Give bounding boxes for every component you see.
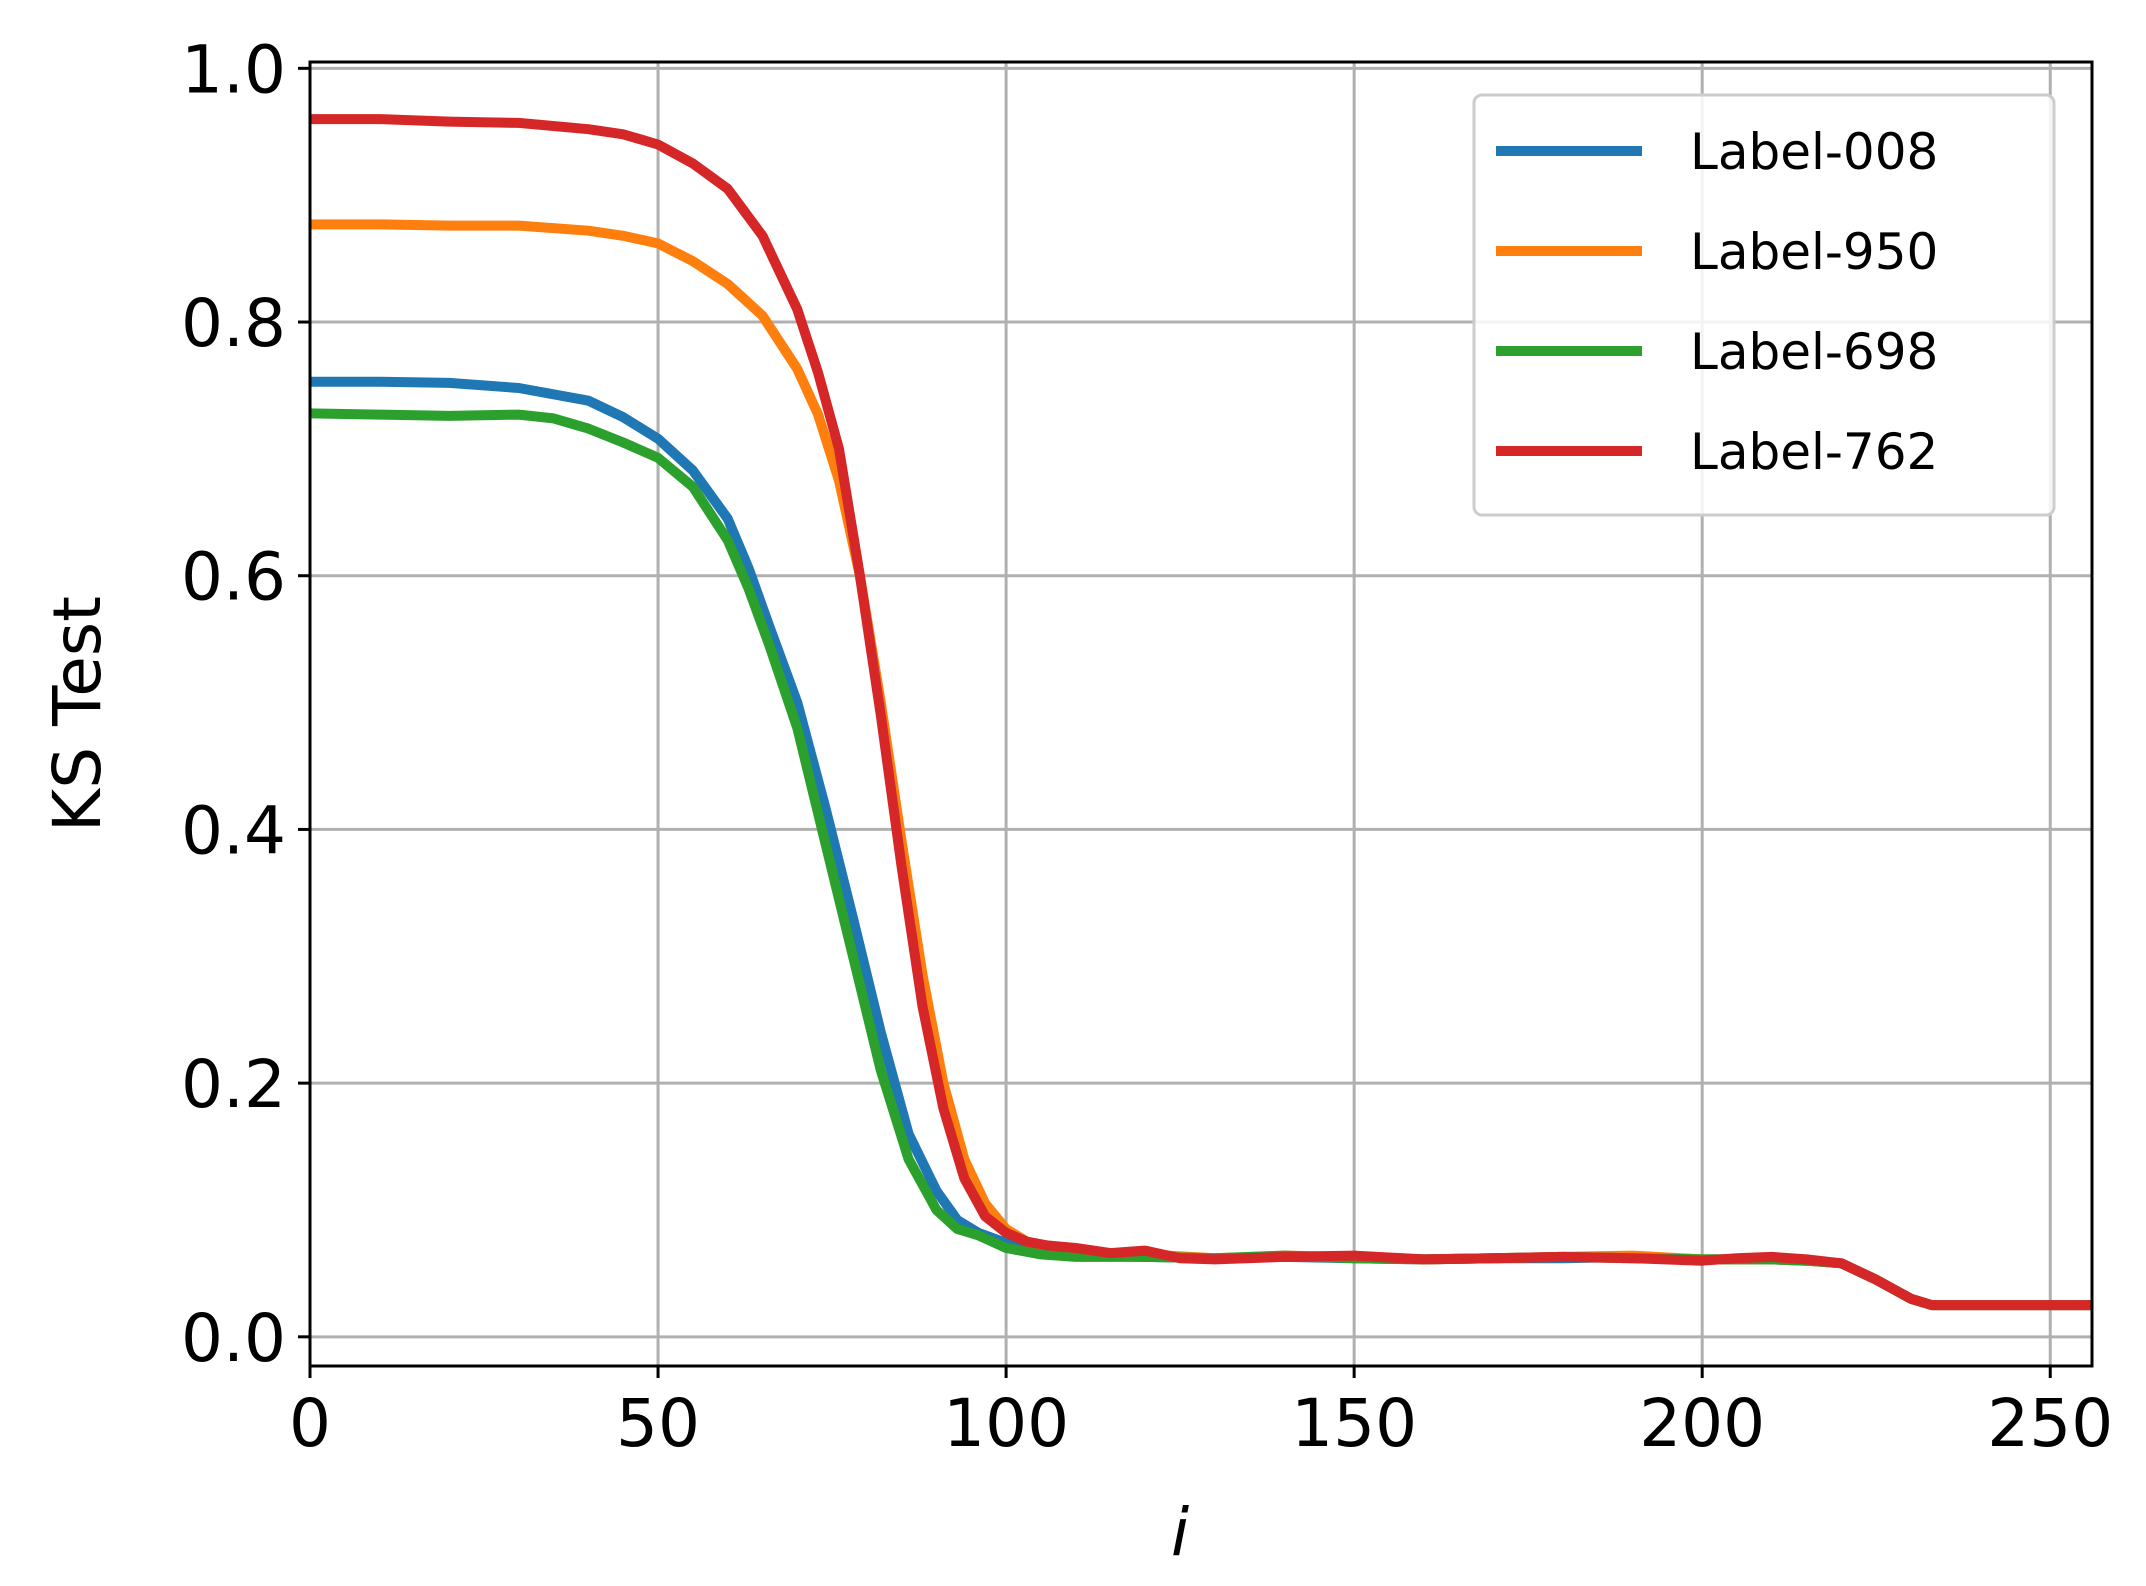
x-tick-label: 100 — [943, 1385, 1069, 1462]
x-tick-label: 200 — [1639, 1385, 1765, 1462]
legend-label: Label-950 — [1690, 223, 1938, 281]
x-tick-label: 0 — [289, 1385, 331, 1462]
legend-box — [1472, 93, 2056, 517]
legend-label: Label-698 — [1690, 323, 1938, 381]
y-tick-label: 0.2 — [181, 1046, 286, 1123]
legend-label: Label-008 — [1690, 123, 1938, 181]
plot-frame — [308, 60, 2094, 1368]
y-tick-label: 0.6 — [181, 539, 286, 616]
series-line-label-762 — [310, 114, 2092, 1311]
y-axis-label: KS Test — [39, 596, 116, 832]
y-tick-label: 0.0 — [181, 1300, 286, 1377]
x-axis-label: i — [1171, 1494, 1190, 1571]
series-layer — [310, 114, 2092, 1311]
axis-ticks: 0 50 100 150 200 250 0.0 0.2 0.4 0.6 0.8 1.0 — [181, 31, 2113, 1462]
x-tick-label: 150 — [1291, 1385, 1417, 1462]
y-tick-label: 0.4 — [181, 792, 286, 869]
y-tick-label: 1.0 — [181, 31, 286, 108]
legend: Label-008 Label-950 Label-698 Label-762 — [1472, 93, 2056, 517]
x-tick-label: 250 — [1987, 1385, 2113, 1462]
x-tick-label: 50 — [616, 1385, 700, 1462]
y-tick-label: 0.8 — [181, 285, 286, 362]
legend-label: Label-762 — [1690, 423, 1938, 481]
